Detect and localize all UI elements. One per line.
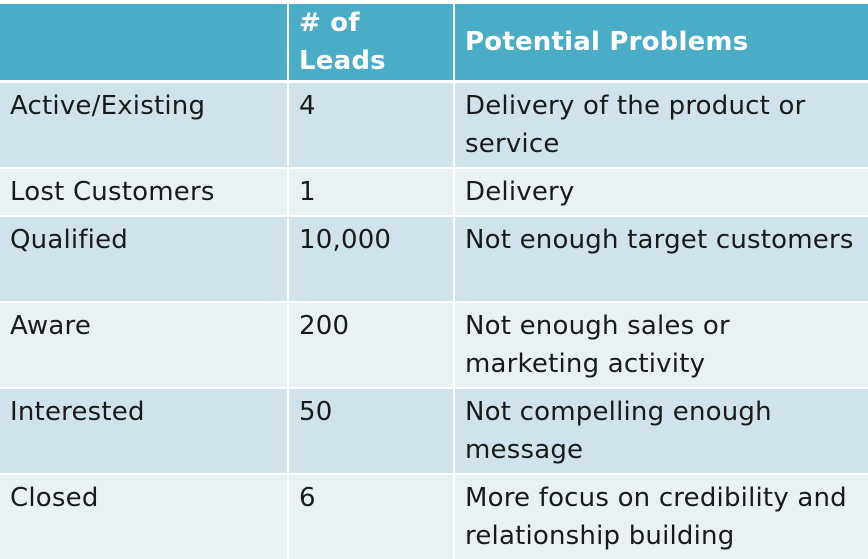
stage-cell: Aware [0,301,288,388]
problem-cell: Delivery of the product or service [453,81,868,168]
problem-cell: Not enough target customers [453,215,868,302]
leads-cell: 10,000 [287,215,454,302]
problem-cell: Delivery [453,167,868,216]
leads-cell: 200 [287,301,454,388]
stage-cell: Interested [0,387,288,474]
leads-cell: 6 [287,473,454,559]
table-row: Qualified 10,000 Not enough target custo… [0,215,868,302]
problem-cell: More focus on credibility and relationsh… [453,473,868,559]
leads-cell: 1 [287,167,454,216]
stage-cell: Active/Existing [0,81,288,168]
leads-cell: 4 [287,81,454,168]
table-row: Aware 200 Not enough sales or marketing … [0,301,868,388]
problem-cell: Not enough sales or marketing activity [453,301,868,388]
header-stage [0,4,288,83]
stage-cell: Qualified [0,215,288,302]
header-row: # of Leads Potential Problems [0,4,868,83]
table-row: Interested 50 Not compelling enough mess… [0,387,868,474]
stage-cell: Lost Customers [0,167,288,216]
leads-table: # of Leads Potential Problems Active/Exi… [0,4,868,559]
table-row: Closed 6 More focus on credibility and r… [0,473,868,559]
table-row: Lost Customers 1 Delivery [0,167,868,216]
stage-cell: Closed [0,473,288,559]
header-leads: # of Leads [287,4,454,83]
header-problems: Potential Problems [453,4,868,83]
leads-cell: 50 [287,387,454,474]
problem-cell: Not compelling enough message [453,387,868,474]
table-row: Active/Existing 4 Delivery of the produc… [0,81,868,168]
